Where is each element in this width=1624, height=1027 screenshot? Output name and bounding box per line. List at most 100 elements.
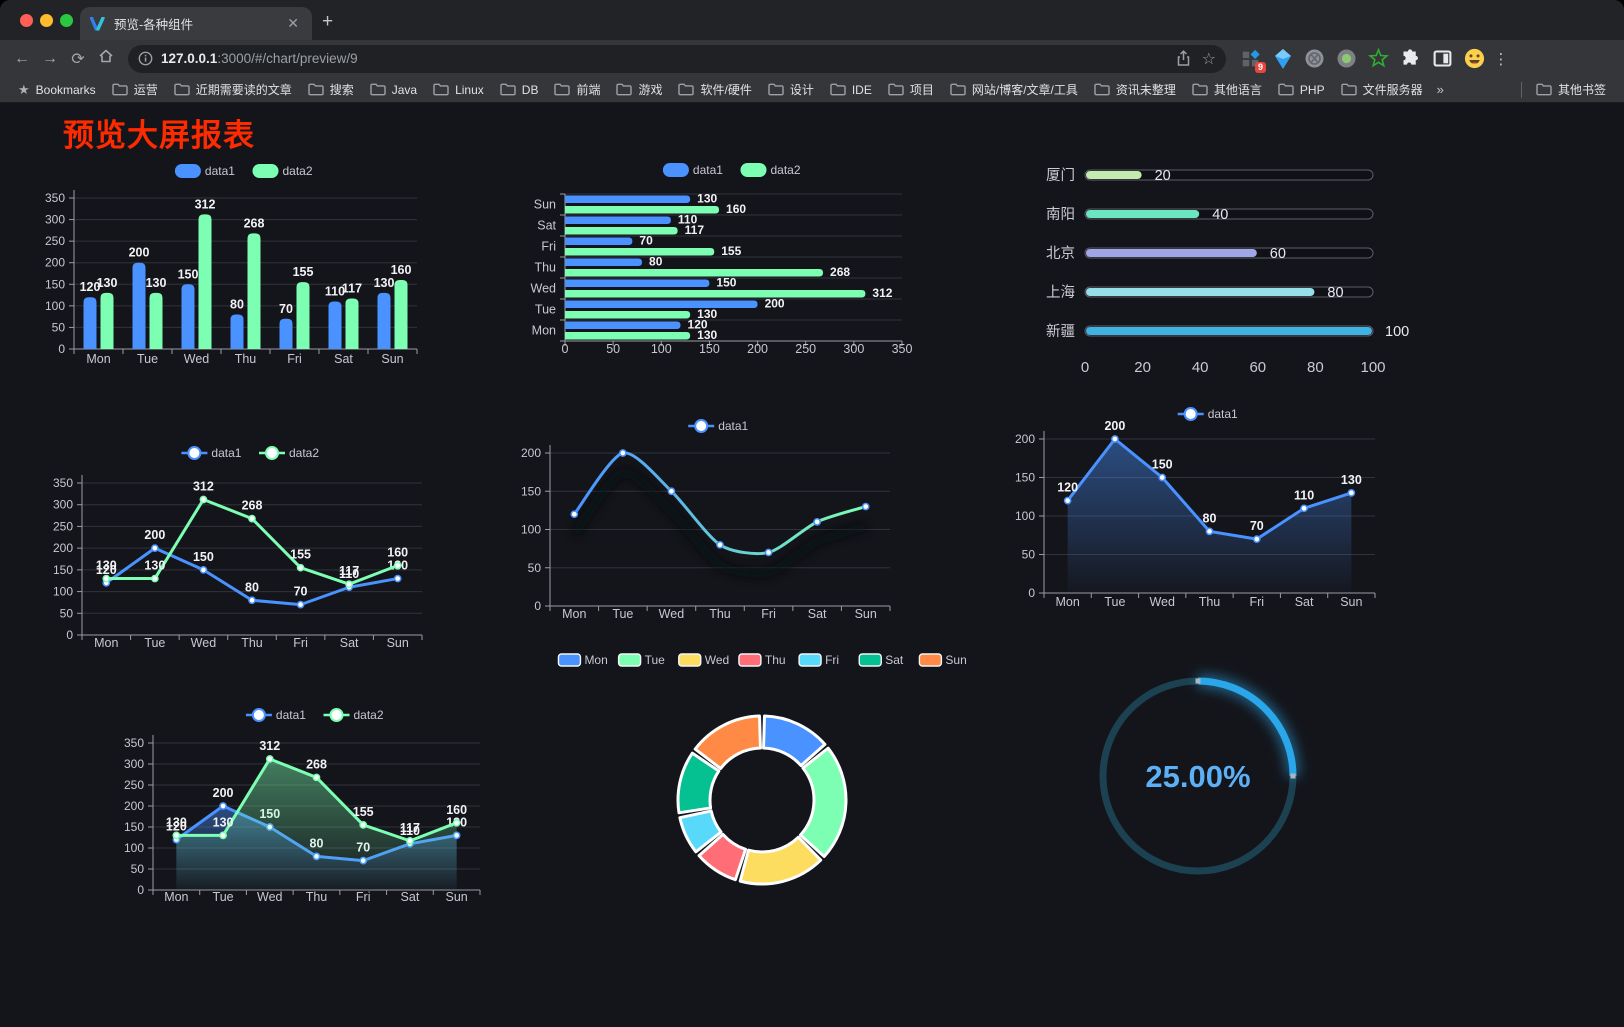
svg-text:312: 312 bbox=[193, 480, 214, 494]
green-dot-extension-icon[interactable] bbox=[1334, 46, 1359, 71]
other-bookmarks-folder[interactable]: 其他书签 bbox=[1528, 80, 1614, 100]
svg-text:Sun: Sun bbox=[387, 636, 409, 650]
svg-text:Fri: Fri bbox=[761, 607, 776, 621]
minimize-window-button[interactable] bbox=[40, 14, 53, 27]
svg-text:100: 100 bbox=[1015, 509, 1035, 523]
svg-text:268: 268 bbox=[830, 265, 850, 279]
svg-text:300: 300 bbox=[45, 213, 65, 227]
bookmark-star-icon[interactable]: ☆ bbox=[1201, 50, 1216, 68]
svg-text:312: 312 bbox=[195, 197, 216, 211]
svg-text:250: 250 bbox=[795, 342, 816, 356]
svg-text:50: 50 bbox=[606, 342, 620, 356]
bookmarks-manager-item[interactable]: ★ Bookmarks bbox=[18, 81, 96, 97]
chart-area-line-pair[interactable]: data1 data2 0 50 100 150 200 250 300 350 Mon Tue Wed… bbox=[100, 678, 520, 918]
browser-tab[interactable]: 预览-各种组件 ✕ bbox=[80, 7, 312, 40]
bookmark-folder[interactable]: 设计 bbox=[760, 80, 822, 100]
svg-text:Fri: Fri bbox=[1249, 595, 1264, 609]
svg-text:130: 130 bbox=[374, 276, 395, 290]
zoom-window-button[interactable] bbox=[60, 14, 73, 27]
bookmark-folder[interactable]: 其他语言 bbox=[1184, 80, 1270, 100]
svg-text:Sat: Sat bbox=[808, 607, 827, 621]
home-icon[interactable] bbox=[92, 48, 120, 69]
svg-text:Fri: Fri bbox=[356, 890, 371, 904]
svg-text:100: 100 bbox=[124, 841, 144, 855]
svg-text:Thu: Thu bbox=[306, 890, 328, 904]
bookmark-folder[interactable]: 软件/硬件 bbox=[670, 80, 759, 100]
svg-text:110: 110 bbox=[400, 824, 420, 838]
svg-text:130: 130 bbox=[166, 815, 187, 829]
bookmark-folder[interactable]: 文件服务器 bbox=[1333, 80, 1431, 100]
close-window-button[interactable] bbox=[20, 14, 33, 27]
chart-gauge[interactable]: 25.00% bbox=[1080, 664, 1320, 894]
browser-toolbar: ← → ⟳ 127.0.0.1:3000/#/chart/preview/9 ☆ bbox=[0, 40, 1624, 77]
svg-text:Tue: Tue bbox=[535, 303, 556, 317]
svg-text:data2: data2 bbox=[283, 164, 313, 178]
forward-icon[interactable]: → bbox=[42, 49, 58, 67]
svg-text:200: 200 bbox=[1104, 419, 1125, 433]
svg-text:200: 200 bbox=[129, 246, 150, 260]
svg-text:Sun: Sun bbox=[855, 607, 877, 621]
browser-menu-icon[interactable]: ⋮ bbox=[1493, 50, 1509, 68]
bookmark-folder[interactable]: 资讯未整理 bbox=[1086, 80, 1184, 100]
svg-text:Wed: Wed bbox=[1149, 595, 1175, 609]
svg-text:117: 117 bbox=[685, 223, 705, 237]
tab-close-icon[interactable]: ✕ bbox=[287, 15, 299, 31]
url-text[interactable]: 127.0.0.1:3000/#/chart/preview/9 bbox=[161, 51, 358, 66]
svg-text:Thu: Thu bbox=[765, 653, 786, 667]
chart-gradient-line[interactable]: data1 0 50 100 150 200 Mon Tue Wed Thu Fri Sat Sun bbox=[500, 404, 900, 629]
bookmark-folder[interactable]: 游戏 bbox=[608, 80, 670, 100]
chart-donut[interactable]: Mon Tue Wed Thu Fri Sat Sun bbox=[545, 644, 979, 894]
svg-text:Thu: Thu bbox=[241, 636, 263, 650]
svg-text:312: 312 bbox=[259, 739, 280, 753]
svg-text:data1: data1 bbox=[1208, 407, 1238, 421]
bookmark-folder[interactable]: 前端 bbox=[546, 80, 608, 100]
extension-badge: 9 bbox=[1254, 62, 1266, 73]
svg-text:160: 160 bbox=[387, 546, 408, 560]
svg-text:0: 0 bbox=[1028, 586, 1035, 600]
vue-devtools-icon[interactable] bbox=[1270, 46, 1295, 71]
new-tab-button[interactable]: + bbox=[322, 11, 334, 32]
metrics-extension-icon[interactable]: 9 bbox=[1238, 46, 1266, 73]
svg-text:100: 100 bbox=[651, 342, 672, 356]
reload-icon[interactable]: ⟳ bbox=[71, 50, 85, 68]
bookmark-folder[interactable]: PHP bbox=[1270, 80, 1333, 100]
bookmark-folder[interactable]: 运营 bbox=[104, 80, 166, 100]
emoji-extension-icon[interactable] bbox=[1462, 46, 1487, 71]
site-info-icon[interactable] bbox=[138, 51, 153, 66]
extensions-puzzle-icon[interactable] bbox=[1398, 46, 1423, 71]
chart-progress-bars[interactable]: 厦门 20 南阳 40 北京 60 上海 80 新疆 100 0 20 40 60 80 100 bbox=[985, 159, 1425, 394]
bookmark-folder[interactable]: 搜索 bbox=[300, 80, 362, 100]
bookmarks-bar: ★ Bookmarks 运营 近期需要读的文章 搜索 Java Linux DB 前端 游戏软… bbox=[0, 77, 1624, 103]
bookmark-folder[interactable]: Linux bbox=[425, 80, 492, 100]
bookmark-folder[interactable]: 项目 bbox=[880, 80, 942, 100]
green-star-extension-icon[interactable] bbox=[1366, 46, 1391, 71]
bookmark-folder[interactable]: Java bbox=[362, 80, 425, 100]
svg-text:312: 312 bbox=[872, 286, 892, 300]
svg-text:Fri: Fri bbox=[287, 352, 302, 366]
chart-area-line[interactable]: data1 0 50 100 150 200 Mon Tue Wed Thu Fri Sat Sun 12… bbox=[980, 391, 1400, 616]
svg-text:0: 0 bbox=[562, 342, 569, 356]
address-bar[interactable]: 127.0.0.1:3000/#/chart/preview/9 ☆ bbox=[128, 44, 1226, 73]
bookmark-folder[interactable]: 近期需要读的文章 bbox=[166, 80, 300, 100]
back-icon[interactable]: ← bbox=[14, 49, 30, 67]
gray-circle-extension-icon[interactable] bbox=[1302, 46, 1327, 71]
sidebar-panel-icon[interactable] bbox=[1430, 46, 1455, 71]
chart-line-pair[interactable]: data1 data2 0 50 100 150 200 250 300 350 Mon Tue Wed… bbox=[40, 426, 460, 666]
bookmarks-overflow-chevron[interactable]: » bbox=[1436, 82, 1444, 97]
chart-grouped-bar[interactable]: data1 data2 0 50 100 150 200 250 300 350 Mon Tue Wed… bbox=[40, 144, 460, 384]
folder-icon bbox=[1278, 83, 1294, 96]
bookmark-folder[interactable]: IDE bbox=[822, 80, 880, 100]
share-icon[interactable] bbox=[1175, 50, 1192, 67]
svg-text:70: 70 bbox=[294, 585, 308, 599]
folder-icon bbox=[500, 83, 516, 96]
svg-text:117: 117 bbox=[400, 821, 420, 835]
bookmark-folder[interactable]: 网站/博客/文章/工具 bbox=[942, 80, 1086, 100]
bookmark-folder[interactable]: DB bbox=[492, 80, 547, 100]
svg-text:300: 300 bbox=[53, 498, 73, 512]
svg-text:250: 250 bbox=[53, 519, 73, 533]
chart-grouped-horizontal-bar[interactable]: data1 data2 0 50 100 150 200 250 300 350 Mon 120 130… bbox=[505, 154, 945, 369]
svg-text:Wed: Wed bbox=[531, 282, 557, 296]
svg-text:Thu: Thu bbox=[709, 607, 731, 621]
svg-text:80: 80 bbox=[1203, 511, 1217, 525]
svg-text:Sat: Sat bbox=[1295, 595, 1314, 609]
